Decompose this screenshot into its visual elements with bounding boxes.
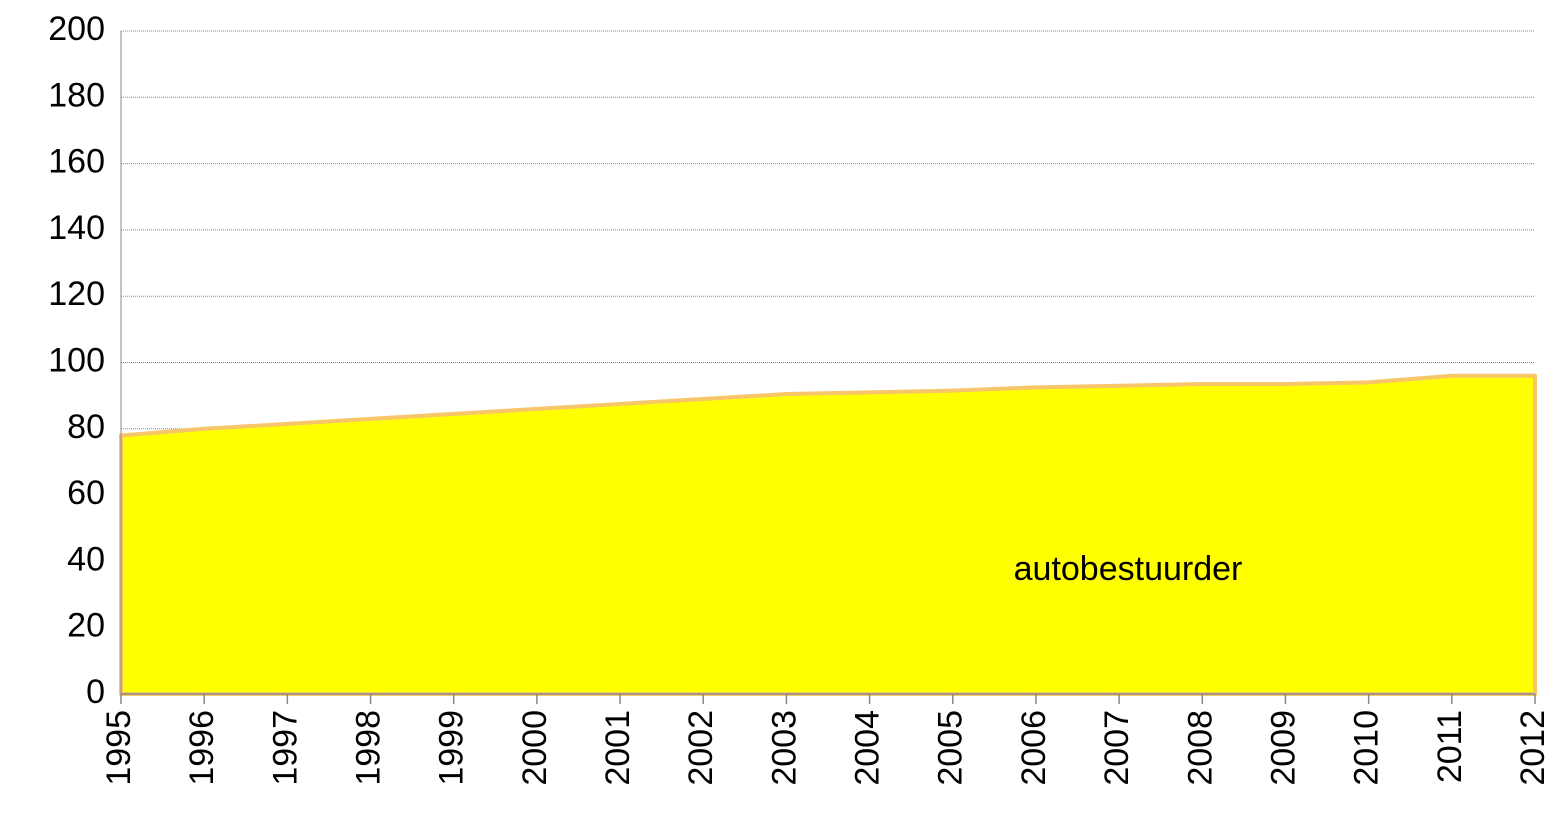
x-tick-label: 1996 — [183, 710, 221, 786]
y-tick-label: 60 — [67, 474, 105, 512]
y-tick-label: 140 — [48, 209, 105, 247]
x-tick-label: 2001 — [599, 710, 637, 786]
y-tick-label: 200 — [48, 10, 105, 48]
y-tick-label: 120 — [48, 275, 105, 313]
y-tick-label: 0 — [86, 673, 105, 711]
x-tick-label: 1998 — [350, 710, 388, 786]
y-tick-label: 160 — [48, 143, 105, 181]
x-tick-label: 2007 — [1098, 710, 1136, 786]
y-tick-label: 100 — [48, 341, 105, 379]
x-tick-label: 2002 — [682, 710, 720, 786]
x-tick-label: 1999 — [433, 710, 471, 786]
x-tick-label: 2009 — [1264, 710, 1302, 786]
x-tick-label: 2010 — [1348, 710, 1386, 786]
area — [119, 373, 1537, 696]
y-tick-label: 80 — [67, 408, 105, 446]
x-tick-label: 2006 — [1015, 710, 1053, 786]
x-tick-label: 2005 — [932, 710, 970, 786]
y-tick-label: 20 — [67, 607, 105, 645]
x-tick-label: 2003 — [765, 710, 803, 786]
x-tick-label: 2008 — [1181, 710, 1219, 786]
x-tick-label: 1995 — [100, 710, 138, 786]
x-tick-label: 2004 — [849, 710, 887, 786]
x-tick-label: 2011 — [1431, 710, 1469, 783]
x-tick-label: 2012 — [1514, 710, 1552, 786]
y-tick-label: 40 — [67, 540, 105, 578]
x-tick-label: 2000 — [516, 710, 554, 786]
x-tick-label: 1997 — [266, 710, 304, 786]
series-label: autobestuurder — [1014, 550, 1243, 588]
y-tick-label: 180 — [48, 76, 105, 114]
